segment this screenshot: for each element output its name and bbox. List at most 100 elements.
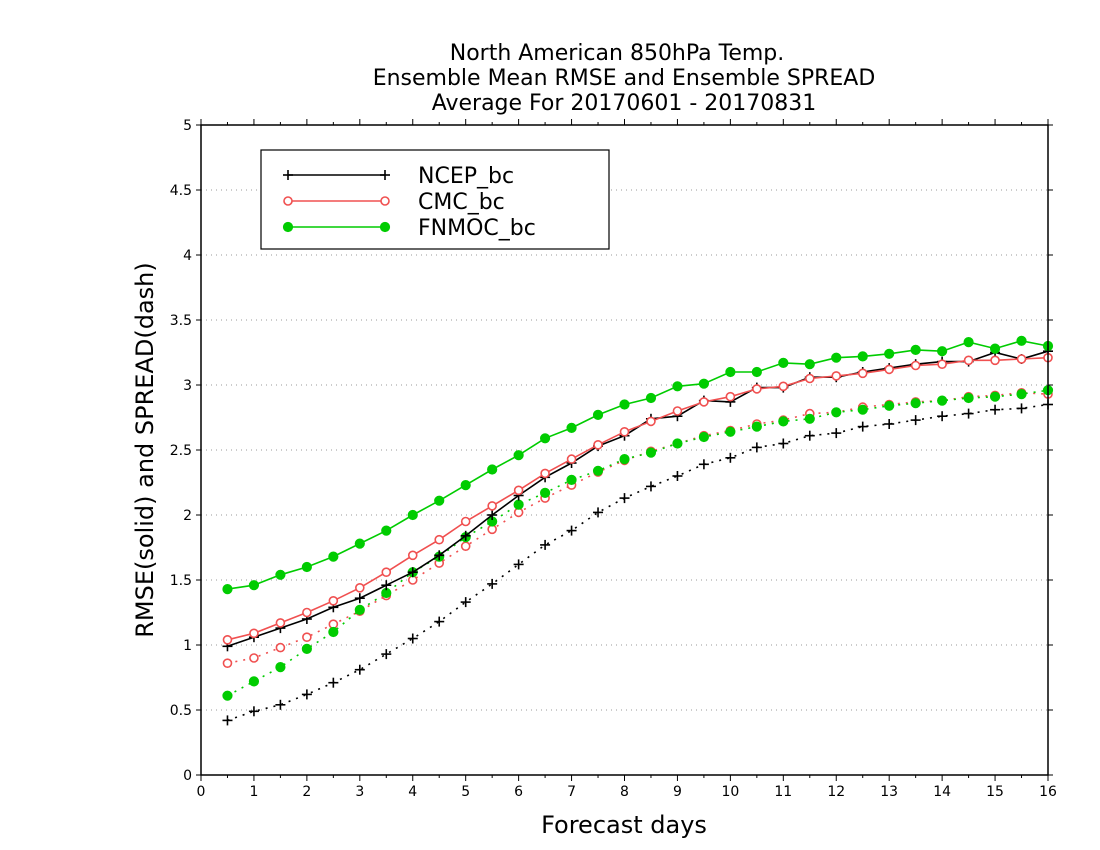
data-point: [222, 634, 233, 645]
data-point: [778, 381, 789, 392]
data-point: [910, 344, 921, 355]
data-point: [857, 404, 868, 415]
data-point: [1016, 389, 1027, 400]
data-point: [248, 676, 260, 687]
data-point: [460, 541, 471, 552]
legend-marker: [379, 221, 391, 233]
data-point: [354, 538, 365, 549]
data-point: [275, 699, 286, 710]
data-point: [619, 399, 630, 410]
series-line: [227, 350, 1049, 648]
data-point: [937, 395, 948, 406]
data-point: [672, 381, 683, 392]
data-point: [751, 442, 762, 453]
data-point: [725, 452, 736, 463]
data-point: [434, 534, 445, 545]
data-point: [275, 569, 286, 580]
data-point: [487, 464, 498, 475]
data-point: [328, 551, 339, 562]
series-line: [227, 403, 1049, 722]
legend-marker: [283, 196, 293, 206]
data-point: [989, 391, 1001, 402]
y-tick-label: 0.5: [170, 703, 192, 719]
data-point: [698, 459, 709, 470]
data-point: [301, 561, 312, 573]
data-point: [566, 474, 577, 485]
x-tick-label: 2: [302, 784, 311, 800]
data-point: [990, 355, 1000, 366]
data-point: [937, 346, 948, 357]
data-point: [804, 413, 815, 424]
data-point: [275, 642, 286, 653]
gridlines: [201, 189, 1048, 711]
legend-marker: [380, 196, 390, 206]
data-point: [222, 715, 233, 726]
data-point: [566, 422, 577, 433]
data-point: [407, 633, 418, 644]
data-point: [381, 580, 392, 591]
data-point: [460, 516, 471, 527]
data-point: [249, 653, 259, 663]
series-fnmoc-bc-rmse: [222, 335, 1054, 595]
data-point: [884, 348, 895, 359]
data-point: [540, 468, 550, 479]
data-point: [566, 454, 577, 464]
x-axis-label: Forecast days: [541, 811, 707, 839]
legend-label: NCEP_bc: [418, 164, 514, 189]
data-point: [831, 371, 842, 381]
x-tick-label: 11: [774, 784, 792, 800]
data-point: [248, 706, 259, 717]
y-tick-label: 1: [183, 638, 192, 654]
data-point: [593, 507, 604, 518]
data-point: [1016, 354, 1027, 364]
data-point: [248, 580, 260, 591]
data-point: [645, 481, 656, 492]
data-point: [407, 550, 418, 561]
series-line: [227, 391, 1049, 664]
data-point: [619, 454, 630, 465]
legend-label: FNMOC_bc: [418, 216, 536, 241]
data-point: [751, 421, 762, 432]
data-point: [698, 378, 710, 389]
data-point: [539, 487, 551, 498]
data-point: [699, 397, 709, 407]
data-point: [355, 582, 365, 593]
legend-box: [260, 149, 610, 250]
data-point: [328, 595, 339, 606]
y-tick-label: 4: [183, 248, 192, 264]
data-point: [963, 355, 974, 366]
title-line-1: North American 850hPa Temp.: [450, 41, 785, 66]
data-point: [381, 567, 392, 578]
data-point: [910, 415, 921, 426]
data-point: [434, 495, 445, 506]
series-ncep-bc-rmse: [222, 346, 1053, 652]
x-tick-label: 7: [567, 784, 576, 800]
series-ncep-bc-spread: [222, 399, 1053, 726]
data-point: [302, 607, 312, 618]
data-point: [407, 567, 418, 578]
data-point: [778, 438, 789, 449]
data-point: [698, 431, 710, 443]
data-point: [884, 400, 895, 411]
data-point: [989, 343, 1001, 354]
legend-label: CMC_bc: [418, 190, 505, 215]
series-cmc-bc-spread: [222, 387, 1053, 669]
data-point: [725, 366, 736, 378]
data-point: [937, 359, 947, 370]
y-tick-label: 5: [183, 118, 192, 134]
data-point: [910, 360, 921, 371]
data-point: [301, 689, 312, 700]
data-point: [222, 690, 233, 701]
data-point: [539, 433, 551, 444]
data-point: [990, 404, 1001, 415]
data-point: [354, 664, 365, 675]
y-tick-label: 2: [183, 508, 192, 524]
data-point: [619, 493, 630, 504]
data-point: [566, 525, 577, 536]
data-point: [487, 510, 498, 520]
data-point: [725, 391, 736, 402]
y-tick-label: 2.5: [170, 443, 192, 459]
data-point: [751, 366, 762, 378]
